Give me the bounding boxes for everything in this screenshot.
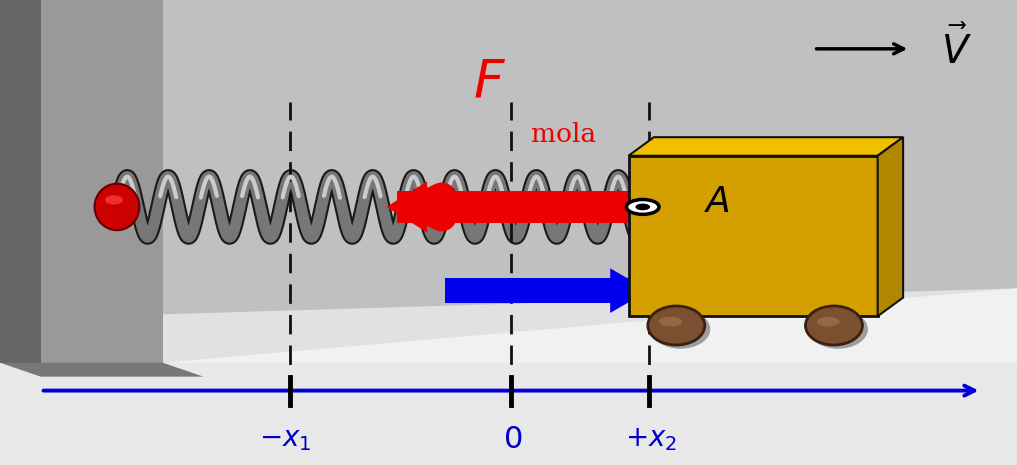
Bar: [629, 156, 878, 316]
Polygon shape: [629, 137, 903, 156]
Ellipse shape: [817, 317, 840, 326]
Ellipse shape: [105, 195, 123, 205]
Text: $\vec{V}$: $\vec{V}$: [941, 26, 971, 72]
Ellipse shape: [95, 184, 139, 230]
Polygon shape: [102, 288, 1017, 363]
Circle shape: [626, 199, 659, 214]
Polygon shape: [0, 363, 203, 377]
Polygon shape: [0, 0, 163, 363]
Ellipse shape: [805, 306, 862, 345]
Ellipse shape: [659, 317, 682, 326]
Text: mola: mola: [531, 122, 596, 147]
Bar: [445, 278, 639, 304]
Bar: [397, 191, 629, 223]
Polygon shape: [878, 137, 903, 316]
Polygon shape: [0, 0, 163, 363]
Ellipse shape: [651, 310, 710, 349]
Text: $F$: $F$: [473, 58, 505, 109]
Ellipse shape: [648, 306, 705, 345]
Text: $A$: $A$: [704, 185, 730, 219]
Text: $+x_2$: $+x_2$: [624, 426, 677, 453]
Polygon shape: [386, 181, 427, 232]
Polygon shape: [0, 0, 41, 363]
Circle shape: [636, 204, 650, 210]
Text: $-x_1$: $-x_1$: [258, 426, 311, 453]
Polygon shape: [0, 0, 1017, 363]
Polygon shape: [610, 268, 649, 313]
Text: $0$: $0$: [502, 424, 523, 455]
Polygon shape: [0, 288, 1017, 465]
Ellipse shape: [809, 310, 868, 349]
